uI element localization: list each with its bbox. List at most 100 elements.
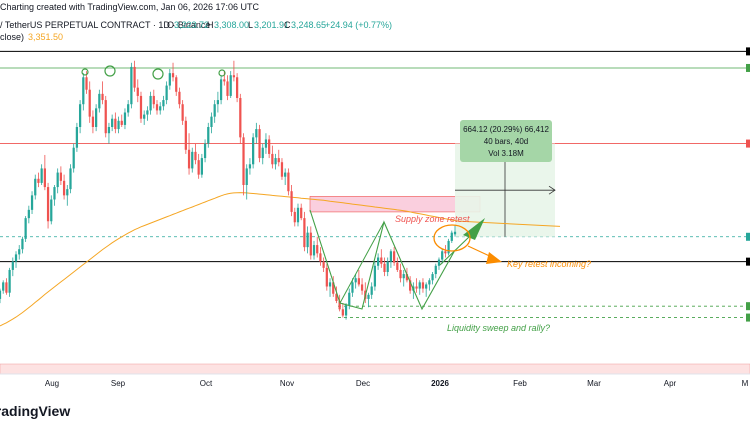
candle-body: [332, 282, 335, 294]
candle: [341, 303, 344, 318]
time-tick-label: Feb: [513, 379, 527, 388]
candle-body: [149, 95, 152, 111]
candle: [360, 278, 364, 295]
candle-body: [191, 151, 194, 169]
candle-body: [43, 168, 46, 188]
candle: [235, 73, 239, 103]
candle-body: [328, 282, 332, 287]
candle: [437, 257, 441, 270]
candle-body: [235, 77, 239, 98]
candle-body: [62, 180, 66, 196]
candle: [5, 278, 8, 295]
candle: [123, 108, 127, 130]
candle-body: [130, 66, 133, 105]
candle: [271, 145, 274, 169]
candle: [332, 276, 335, 297]
candle-body: [386, 261, 389, 272]
candle: [248, 158, 252, 175]
candle-body: [159, 106, 162, 111]
candle-body: [376, 257, 380, 266]
candle: [155, 100, 159, 115]
time-tick-label: 2026: [431, 379, 449, 388]
candle-body: [293, 211, 296, 223]
candle-body: [367, 294, 370, 299]
candle: [300, 203, 303, 221]
candle: [280, 158, 284, 180]
candle-body: [405, 274, 409, 281]
candle: [14, 251, 18, 268]
candle: [143, 110, 146, 125]
candle-body: [383, 263, 386, 272]
candle-body: [78, 104, 82, 127]
candle-body: [248, 164, 252, 169]
candle-body: [101, 93, 104, 101]
measure-line-1: 664.12 (20.29%) 66,412: [463, 125, 549, 134]
level-marker-low2: [746, 313, 750, 322]
candle-body: [11, 261, 14, 270]
candle-body: [152, 95, 155, 105]
candle-body: [399, 269, 402, 279]
candle: [386, 257, 389, 277]
candle: [450, 230, 453, 243]
candle-body: [322, 261, 325, 268]
candle: [146, 106, 149, 121]
symbol-name: / TetherUS PERPETUAL CONTRACT · 1D · Bin…: [0, 20, 210, 30]
candle: [75, 122, 79, 152]
candle: [229, 71, 232, 98]
time-tick-label: M: [742, 379, 749, 388]
candle: [56, 168, 59, 194]
candle-body: [30, 195, 34, 210]
candle: [219, 75, 223, 105]
candle: [2, 280, 5, 294]
candle-body: [207, 127, 210, 144]
candle-body: [24, 218, 27, 239]
candle-body: [229, 75, 232, 96]
candle: [40, 164, 43, 185]
candle: [0, 288, 2, 304]
candle-body: [290, 191, 293, 212]
candle-body: [114, 118, 117, 130]
time-tick-label: Apr: [664, 379, 677, 388]
time-tick-label: Oct: [200, 379, 213, 388]
candle-body: [5, 282, 8, 293]
candle: [252, 133, 255, 169]
candle-body: [418, 282, 421, 289]
candle-body: [75, 127, 79, 148]
candle: [303, 211, 306, 252]
candle: [226, 75, 229, 101]
candle: [213, 100, 216, 123]
candle: [69, 164, 72, 194]
candle: [409, 276, 412, 294]
candle-body: [40, 168, 43, 183]
candle-body: [258, 129, 261, 159]
candle-body: [210, 116, 213, 127]
candle-body: [82, 77, 85, 105]
candle-body: [242, 137, 245, 185]
candle-body: [450, 232, 453, 241]
candle: [316, 236, 319, 258]
candle-body: [88, 89, 91, 117]
candle: [434, 263, 437, 279]
candle: [72, 143, 75, 173]
candle: [268, 135, 271, 159]
candle: [187, 133, 191, 175]
candle-body: [223, 79, 226, 82]
high-label: H: [207, 20, 214, 30]
low-value: 3,201.91: [254, 20, 289, 30]
level-marker-resistance: [746, 139, 750, 148]
retest-circle: [433, 224, 471, 252]
candle-body: [143, 114, 146, 119]
candle: [197, 153, 200, 179]
candle: [207, 122, 210, 148]
candle-body: [107, 127, 111, 134]
candle: [104, 95, 107, 138]
candle-body: [335, 293, 338, 301]
candle-body: [402, 274, 405, 279]
zigzag-pattern: [309, 209, 456, 311]
change-value: +24.94 (+0.77%): [325, 20, 392, 30]
logo-text: TradingView: [0, 403, 70, 419]
candle: [312, 240, 316, 260]
candle-body: [91, 116, 95, 127]
candle: [396, 257, 399, 272]
